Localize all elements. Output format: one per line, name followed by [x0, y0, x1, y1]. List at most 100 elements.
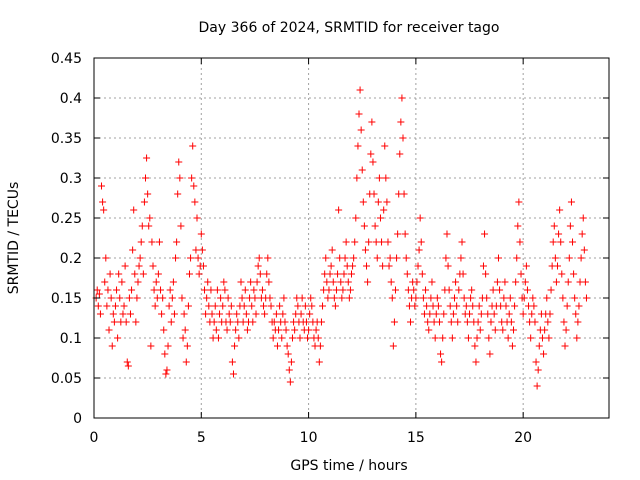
data-point [368, 118, 376, 126]
data-point [308, 302, 316, 310]
data-point [304, 334, 312, 342]
data-point [113, 286, 121, 294]
data-point [182, 358, 190, 366]
data-point [416, 214, 424, 222]
data-point [345, 294, 353, 302]
data-point [466, 310, 474, 318]
data-point [382, 174, 390, 182]
data-point [121, 262, 129, 270]
data-point [232, 326, 240, 334]
data-point [437, 350, 445, 358]
data-point [260, 302, 268, 310]
data-point [381, 142, 389, 150]
data-point [207, 286, 215, 294]
data-point [341, 254, 349, 262]
data-point [581, 278, 589, 286]
data-point [471, 342, 479, 350]
data-point [219, 302, 227, 310]
data-point [213, 286, 221, 294]
data-point [391, 286, 399, 294]
data-point [541, 326, 549, 334]
data-point [191, 198, 199, 206]
data-point [164, 342, 172, 350]
data-point [365, 238, 373, 246]
data-point [511, 302, 519, 310]
data-point [394, 230, 402, 238]
data-point [507, 318, 515, 326]
data-point [439, 334, 447, 342]
data-point [165, 302, 173, 310]
data-point [342, 238, 350, 246]
data-point [566, 222, 574, 230]
data-point [502, 302, 510, 310]
data-point [176, 174, 184, 182]
data-point [166, 286, 174, 294]
data-point [163, 366, 171, 374]
data-point [349, 262, 357, 270]
data-point [358, 166, 366, 174]
data-point [119, 310, 127, 318]
data-point [131, 270, 139, 278]
data-point [298, 294, 306, 302]
data-point [386, 254, 394, 262]
y-tick-label: 0 [73, 411, 82, 427]
data-point [483, 294, 491, 302]
y-tick-label: 0.3 [60, 171, 82, 187]
data-point [126, 310, 134, 318]
data-point [317, 318, 325, 326]
data-point [152, 278, 160, 286]
data-point [204, 278, 212, 286]
data-point [181, 326, 189, 334]
data-point [254, 262, 262, 270]
data-point [534, 366, 542, 374]
data-point [371, 222, 379, 230]
data-point [223, 326, 231, 334]
data-point [124, 362, 132, 370]
data-point [129, 246, 137, 254]
data-point [363, 262, 371, 270]
data-point [144, 190, 152, 198]
data-point [573, 334, 581, 342]
data-point [265, 278, 273, 286]
data-point [275, 326, 283, 334]
data-point [195, 270, 203, 278]
data-point [283, 342, 291, 350]
data-point [189, 142, 197, 150]
data-point [562, 326, 570, 334]
data-point [353, 174, 361, 182]
data-point [379, 262, 387, 270]
data-point [355, 110, 363, 118]
data-point [170, 310, 178, 318]
data-point [354, 142, 362, 150]
data-point [435, 318, 443, 326]
data-point [558, 270, 566, 278]
data-point [469, 302, 477, 310]
data-point [323, 278, 331, 286]
data-point [373, 254, 381, 262]
data-point [374, 198, 382, 206]
data-point [241, 286, 249, 294]
data-point [560, 318, 568, 326]
data-point [201, 286, 209, 294]
data-point [545, 334, 553, 342]
data-point [225, 310, 233, 318]
data-point [291, 326, 299, 334]
data-point [494, 254, 502, 262]
data-point [145, 222, 153, 230]
y-tick-label: 0.45 [51, 51, 82, 67]
data-point [529, 294, 537, 302]
data-point [168, 294, 176, 302]
data-point [147, 342, 155, 350]
data-point [264, 254, 272, 262]
data-point [192, 246, 200, 254]
data-point [412, 294, 420, 302]
data-point [233, 310, 241, 318]
data-point [460, 294, 468, 302]
data-point [547, 286, 555, 294]
data-point [226, 318, 234, 326]
data-point [190, 182, 198, 190]
data-point [125, 294, 133, 302]
data-point [551, 254, 559, 262]
data-point [149, 262, 157, 270]
data-point [120, 302, 128, 310]
